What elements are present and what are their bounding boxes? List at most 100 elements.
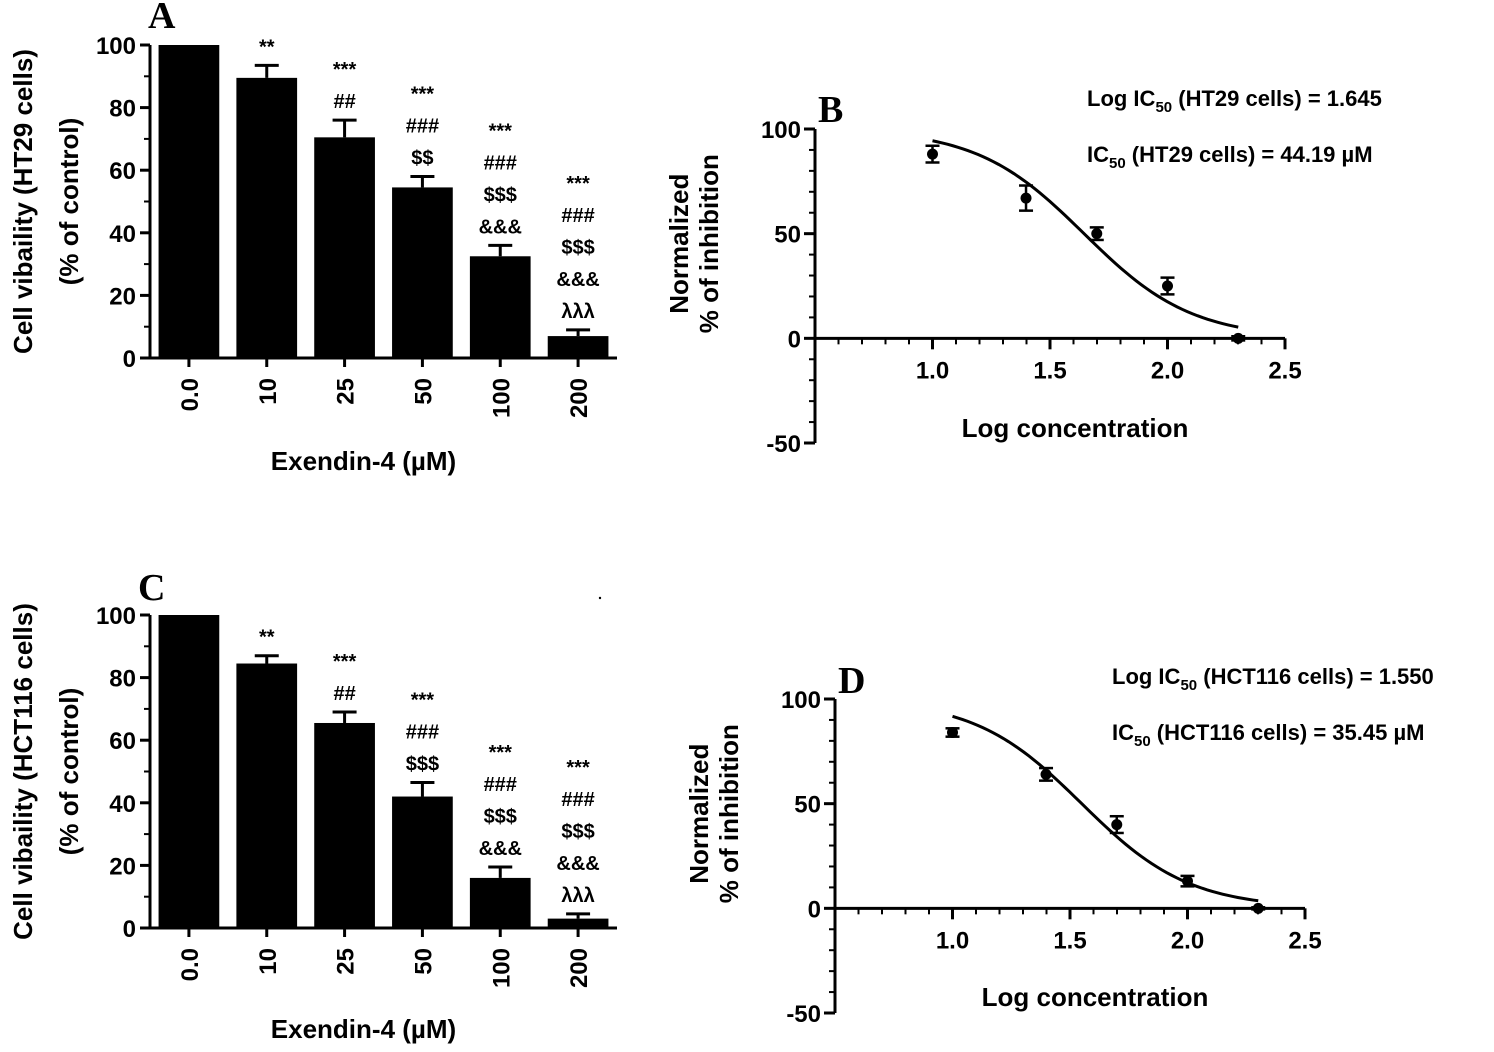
- x-tick-label: 100: [488, 378, 515, 418]
- x-axis-title: Log concentration: [982, 982, 1209, 1012]
- significance-marker: ***: [566, 173, 590, 195]
- y-tick-label: 60: [109, 158, 136, 185]
- data-point: [1040, 768, 1052, 780]
- bar: [314, 137, 375, 358]
- panel-letter: C: [138, 567, 165, 609]
- data-point: [1162, 280, 1173, 292]
- significance-marker: ***: [489, 742, 513, 764]
- significance-marker: $$$: [406, 753, 439, 775]
- x-tick-label: 1.5: [1053, 927, 1086, 954]
- significance-marker: ***: [333, 59, 357, 81]
- x-tick-label: 50: [410, 948, 437, 975]
- x-tick-label: 25: [333, 378, 360, 405]
- bar: [392, 187, 453, 358]
- significance-marker: ***: [333, 651, 357, 673]
- significance-marker: ###: [484, 774, 517, 796]
- significance-marker: $$$: [561, 237, 594, 259]
- x-tick-label: 50: [410, 378, 437, 405]
- data-point: [1232, 332, 1244, 344]
- y-axis-title: Cell vibaility (HT29 cells): [8, 49, 38, 354]
- significance-marker: ###: [406, 721, 439, 743]
- stray-dot: [598, 596, 602, 600]
- bar: [469, 877, 531, 928]
- bar: [158, 615, 220, 928]
- x-tick-label: 2.0: [1151, 357, 1184, 384]
- bar: [314, 722, 375, 928]
- significance-marker: &&&: [556, 853, 599, 875]
- data-point: [927, 148, 938, 160]
- x-tick-label: 0.0: [177, 378, 204, 411]
- data-point: [1020, 192, 1032, 204]
- y-tick-label: 40: [109, 221, 136, 248]
- y-tick-label: 80: [109, 96, 136, 123]
- bar: [469, 256, 531, 358]
- dose-response-panel-b: B -50 0 50 100 1.0 1.5 2.0 2.5 Normalized% of inh…: [664, 86, 1382, 458]
- y-tick-label: 20: [109, 853, 136, 880]
- significance-marker: ###: [406, 115, 439, 137]
- y-tick-label: 0: [788, 326, 801, 353]
- significance-marker: $$$: [484, 184, 517, 206]
- y-tick-label: 80: [109, 666, 136, 693]
- y-tick-label: 100: [781, 687, 821, 714]
- x-tick-label: 2.5: [1288, 927, 1321, 954]
- significance-marker: $$$: [561, 821, 594, 843]
- bar-chart-panel-c: C 0 20 40 60 80 100 0.0 10 ** 25 *** ## 50 *** ### $$$ 10…: [8, 567, 617, 1044]
- ic50-annotation: IC50 (HCT116 cells) = 35.45 µM: [1112, 720, 1424, 750]
- x-tick-label: 200: [566, 378, 593, 418]
- x-tick-label: 1.5: [1033, 357, 1066, 384]
- significance-marker: &&&: [556, 269, 599, 291]
- bar: [392, 796, 453, 928]
- x-tick-label: 1.0: [916, 357, 949, 384]
- y-axis-subtitle: (% of control): [54, 118, 84, 286]
- log-ic50-annotation: Log IC50 (HT29 cells) = 1.645: [1087, 86, 1382, 116]
- y-axis-subtitle: % of inhibition: [714, 724, 744, 903]
- panel-letter: B: [818, 89, 843, 131]
- significance-marker: **: [259, 36, 275, 58]
- significance-marker: ##: [333, 91, 355, 113]
- y-tick-label: 100: [96, 33, 136, 60]
- x-tick-label: 2.5: [1268, 357, 1301, 384]
- bar: [158, 45, 220, 358]
- fit-curve: [952, 714, 1259, 903]
- y-axis-title: Cell vibaility (HCT116 cells): [8, 603, 38, 940]
- x-tick-label: 1.0: [936, 927, 969, 954]
- data-point: [1252, 902, 1264, 914]
- significance-marker: &&&: [479, 838, 522, 860]
- y-tick-label: 40: [109, 791, 136, 818]
- log-ic50-annotation: Log IC50 (HCT116 cells) = 1.550: [1112, 664, 1434, 694]
- x-tick-label: 10: [255, 948, 282, 975]
- significance-marker: ***: [566, 757, 590, 779]
- data-point: [947, 726, 958, 738]
- significance-marker: $$: [411, 147, 433, 169]
- y-tick-label: 100: [761, 117, 801, 144]
- significance-marker: ***: [489, 120, 513, 142]
- y-tick-label: 0: [123, 346, 136, 373]
- data-point: [1111, 819, 1123, 831]
- significance-marker: λλλ: [561, 301, 594, 323]
- x-tick-label: 200: [566, 948, 593, 988]
- x-axis-title: Exendin-4 (µM): [271, 1014, 456, 1044]
- significance-marker: ###: [561, 205, 594, 227]
- bar: [547, 336, 609, 358]
- y-tick-label: 60: [109, 728, 136, 755]
- x-tick-label: 100: [488, 948, 515, 988]
- dose-response-panel-d: D -50 0 50 100 1.0 1.5 2.0 2.5 Normalized% of inh…: [684, 660, 1434, 1028]
- significance-marker: ***: [411, 689, 435, 711]
- data-point: [1091, 228, 1103, 240]
- bar: [236, 663, 298, 928]
- significance-marker: ***: [411, 83, 435, 105]
- significance-marker: &&&: [479, 216, 522, 238]
- y-axis-title: Normalized: [684, 744, 714, 884]
- significance-marker: λλλ: [561, 885, 594, 907]
- bar: [547, 918, 609, 928]
- y-tick-label: -50: [786, 1001, 821, 1028]
- bar-chart-panel-a: A 0 20 40 60 80 100 0.0 10 ** 25 *** ## 50 *** ### $$ 100…: [8, 0, 617, 476]
- data-point: [1182, 875, 1193, 887]
- bar: [236, 77, 298, 359]
- significance-marker: ##: [333, 683, 355, 705]
- y-tick-label: 20: [109, 283, 136, 310]
- x-tick-label: 0.0: [177, 948, 204, 981]
- x-tick-label: 25: [333, 948, 360, 975]
- panel-letter: A: [148, 0, 176, 37]
